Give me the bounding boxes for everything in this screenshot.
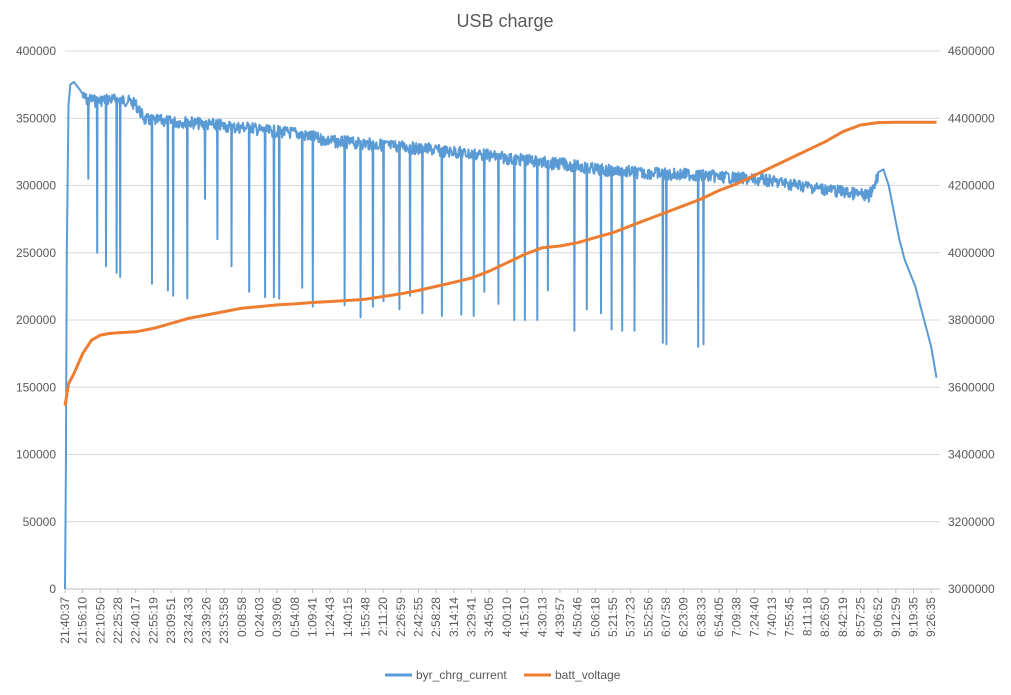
x-tick-label: 22:55:19 (146, 597, 160, 644)
x-tick-label: 9:26:35 (924, 597, 938, 637)
x-axis-labels: 21:40:37 21:56:10 22:10:50 22:25:28 22:40:17… (58, 589, 938, 644)
x-tick-label: 1:09:41 (305, 597, 319, 637)
x-tick-label: 0:54:08 (288, 597, 302, 637)
x-tick-label: 3:29:41 (465, 597, 479, 637)
right-y-tick-label: 4000000 (948, 246, 995, 260)
right-y-tick-label: 3600000 (948, 380, 995, 394)
right-y-tick-label: 3800000 (948, 313, 995, 327)
x-tick-label: 3:45:05 (482, 597, 496, 637)
x-tick-label: 5:52:56 (641, 597, 655, 637)
legend: byr_chrg_current batt_voltage (385, 668, 621, 682)
x-tick-label: 6:07:58 (659, 597, 673, 637)
x-tick-label: 9:06:52 (871, 597, 885, 637)
x-tick-label: 4:39:57 (553, 597, 567, 637)
x-tick-label: 3:14:14 (447, 597, 461, 637)
x-tick-label: 6:38:33 (694, 597, 708, 637)
series-line-batt-voltage (63, 120, 937, 406)
x-tick-label: 0:39:06 (270, 597, 284, 637)
left-y-tick-label: 50000 (23, 515, 57, 529)
x-tick-label: 2:42:55 (412, 597, 426, 637)
x-tick-label: 7:40:13 (765, 597, 779, 637)
gridlines (65, 50, 940, 590)
series-line-byr-chrg-current (64, 80, 938, 590)
x-tick-label: 8:42:19 (836, 597, 850, 637)
left-y-tick-label: 200000 (16, 313, 56, 327)
right-y-tick-label: 4600000 (948, 44, 995, 58)
left-y-tick-label: 100000 (16, 448, 56, 462)
x-tick-label: 1:55:48 (359, 597, 373, 637)
x-tick-label: 23:09:51 (164, 597, 178, 644)
right-y-tick-label: 3200000 (948, 515, 995, 529)
left-y-tick-label: 0 (49, 582, 56, 596)
x-tick-label: 7:24:40 (747, 597, 761, 637)
x-tick-label: 9:12:59 (889, 597, 903, 637)
left-y-tick-label: 300000 (16, 179, 56, 193)
right-y-tick-label: 4400000 (948, 111, 995, 125)
x-tick-label: 2:11:20 (376, 597, 390, 636)
x-tick-label: 1:40:15 (341, 597, 355, 637)
x-tick-label: 7:55:45 (783, 597, 797, 637)
chart-title: USB charge (456, 11, 553, 31)
x-tick-label: 6:54:05 (712, 597, 726, 637)
x-tick-label: 1:24:43 (323, 597, 337, 637)
x-tick-label: 4:00:10 (500, 597, 514, 637)
left-y-tick-label: 250000 (16, 246, 56, 260)
x-tick-label: 23:53:58 (217, 597, 231, 644)
x-tick-label: 5:21:55 (606, 597, 620, 637)
x-tick-label: 23:24:33 (182, 597, 196, 644)
x-tick-label: 0:24:03 (252, 597, 266, 637)
left-y-tick-label: 350000 (16, 111, 56, 125)
x-tick-label: 22:25:28 (111, 597, 125, 644)
x-tick-label: 6:23:09 (677, 597, 691, 637)
x-tick-label: 9:19:35 (906, 597, 920, 637)
series-layer (63, 80, 938, 590)
x-tick-label: 21:56:10 (76, 597, 90, 644)
x-tick-label: 5:37:23 (624, 597, 638, 637)
x-tick-label: 8:57:25 (853, 597, 867, 637)
right-y-tick-label: 4200000 (948, 179, 995, 193)
x-tick-label: 8:26:50 (818, 597, 832, 637)
x-tick-label: 2:26:59 (394, 597, 408, 637)
left-y-tick-label: 150000 (16, 380, 56, 394)
x-tick-label: 2:58:28 (429, 597, 443, 637)
x-tick-label: 0:08:58 (235, 597, 249, 637)
x-tick-label: 21:40:37 (58, 597, 72, 644)
x-tick-label: 4:50:46 (571, 597, 585, 637)
x-tick-label: 4:30:13 (535, 597, 549, 637)
x-tick-label: 22:10:50 (93, 597, 107, 644)
x-tick-label: 4:15:10 (518, 597, 532, 637)
legend-label-byr-chrg-current: byr_chrg_current (416, 668, 507, 682)
right-y-axis-labels: 3000000 3200000 3400000 3600000 3800000 40000… (948, 44, 995, 596)
x-tick-label: 7:09:38 (730, 597, 744, 637)
left-y-axis-labels: 0 50000 100000 150000 200000 250000 300000 3500… (16, 44, 56, 596)
x-tick-label: 5:06:18 (588, 597, 602, 637)
legend-label-batt-voltage: batt_voltage (555, 668, 621, 682)
right-y-tick-label: 3000000 (948, 582, 995, 596)
x-tick-label: 22:40:17 (129, 597, 143, 644)
left-y-tick-label: 400000 (16, 44, 56, 58)
right-y-tick-label: 3400000 (948, 448, 995, 462)
x-tick-label: 8:11:18 (800, 597, 814, 636)
x-tick-label: 23:39:26 (199, 597, 213, 644)
